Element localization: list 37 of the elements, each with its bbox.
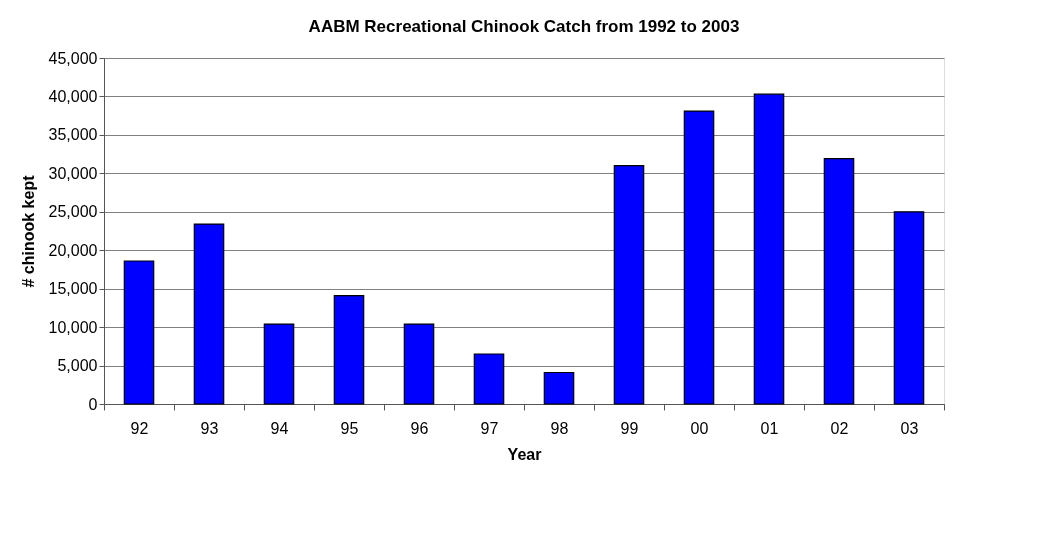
x-tick-label: 01 — [760, 419, 779, 437]
bar — [683, 110, 715, 405]
y-axis-title: # chinook kept — [19, 174, 37, 288]
y-tick-label: 10,000 — [48, 318, 98, 336]
y-tick-label: 45,000 — [48, 49, 98, 67]
bar — [893, 211, 925, 405]
x-tick-label: 97 — [480, 419, 499, 437]
bar — [263, 323, 295, 405]
bar — [123, 260, 155, 405]
y-tick-label: 5,000 — [57, 357, 98, 375]
y-tick-label: 20,000 — [48, 241, 98, 259]
x-tick-label: 03 — [900, 419, 919, 437]
chart-title: AABM Recreational Chinook Catch from 1992 to 2003 — [308, 17, 740, 36]
bar — [823, 158, 855, 405]
x-tick-label: 00 — [690, 419, 709, 437]
bar — [403, 323, 435, 405]
x-axis-title: Year — [507, 445, 542, 463]
y-tick-label: 25,000 — [48, 203, 98, 221]
bar — [613, 165, 645, 405]
x-tick-label: 98 — [550, 419, 569, 437]
x-tick-label: 96 — [410, 419, 429, 437]
bar — [333, 294, 365, 405]
y-tick-label: 0 — [88, 395, 98, 413]
y-tick-label: 30,000 — [48, 164, 98, 182]
x-tick-label: 93 — [200, 419, 219, 437]
bar — [473, 353, 505, 405]
x-tick-label: 92 — [130, 419, 149, 437]
bar — [193, 223, 225, 405]
bar — [753, 93, 785, 405]
x-tick-label: 02 — [830, 419, 849, 437]
y-tick-label: 40,000 — [48, 87, 98, 105]
bar — [543, 371, 575, 405]
x-tick-label: 94 — [270, 419, 289, 437]
x-tick-label: 99 — [620, 419, 639, 437]
y-tick-label: 35,000 — [48, 126, 98, 144]
x-tick-label: 95 — [340, 419, 359, 437]
y-tick-label: 15,000 — [48, 280, 98, 298]
